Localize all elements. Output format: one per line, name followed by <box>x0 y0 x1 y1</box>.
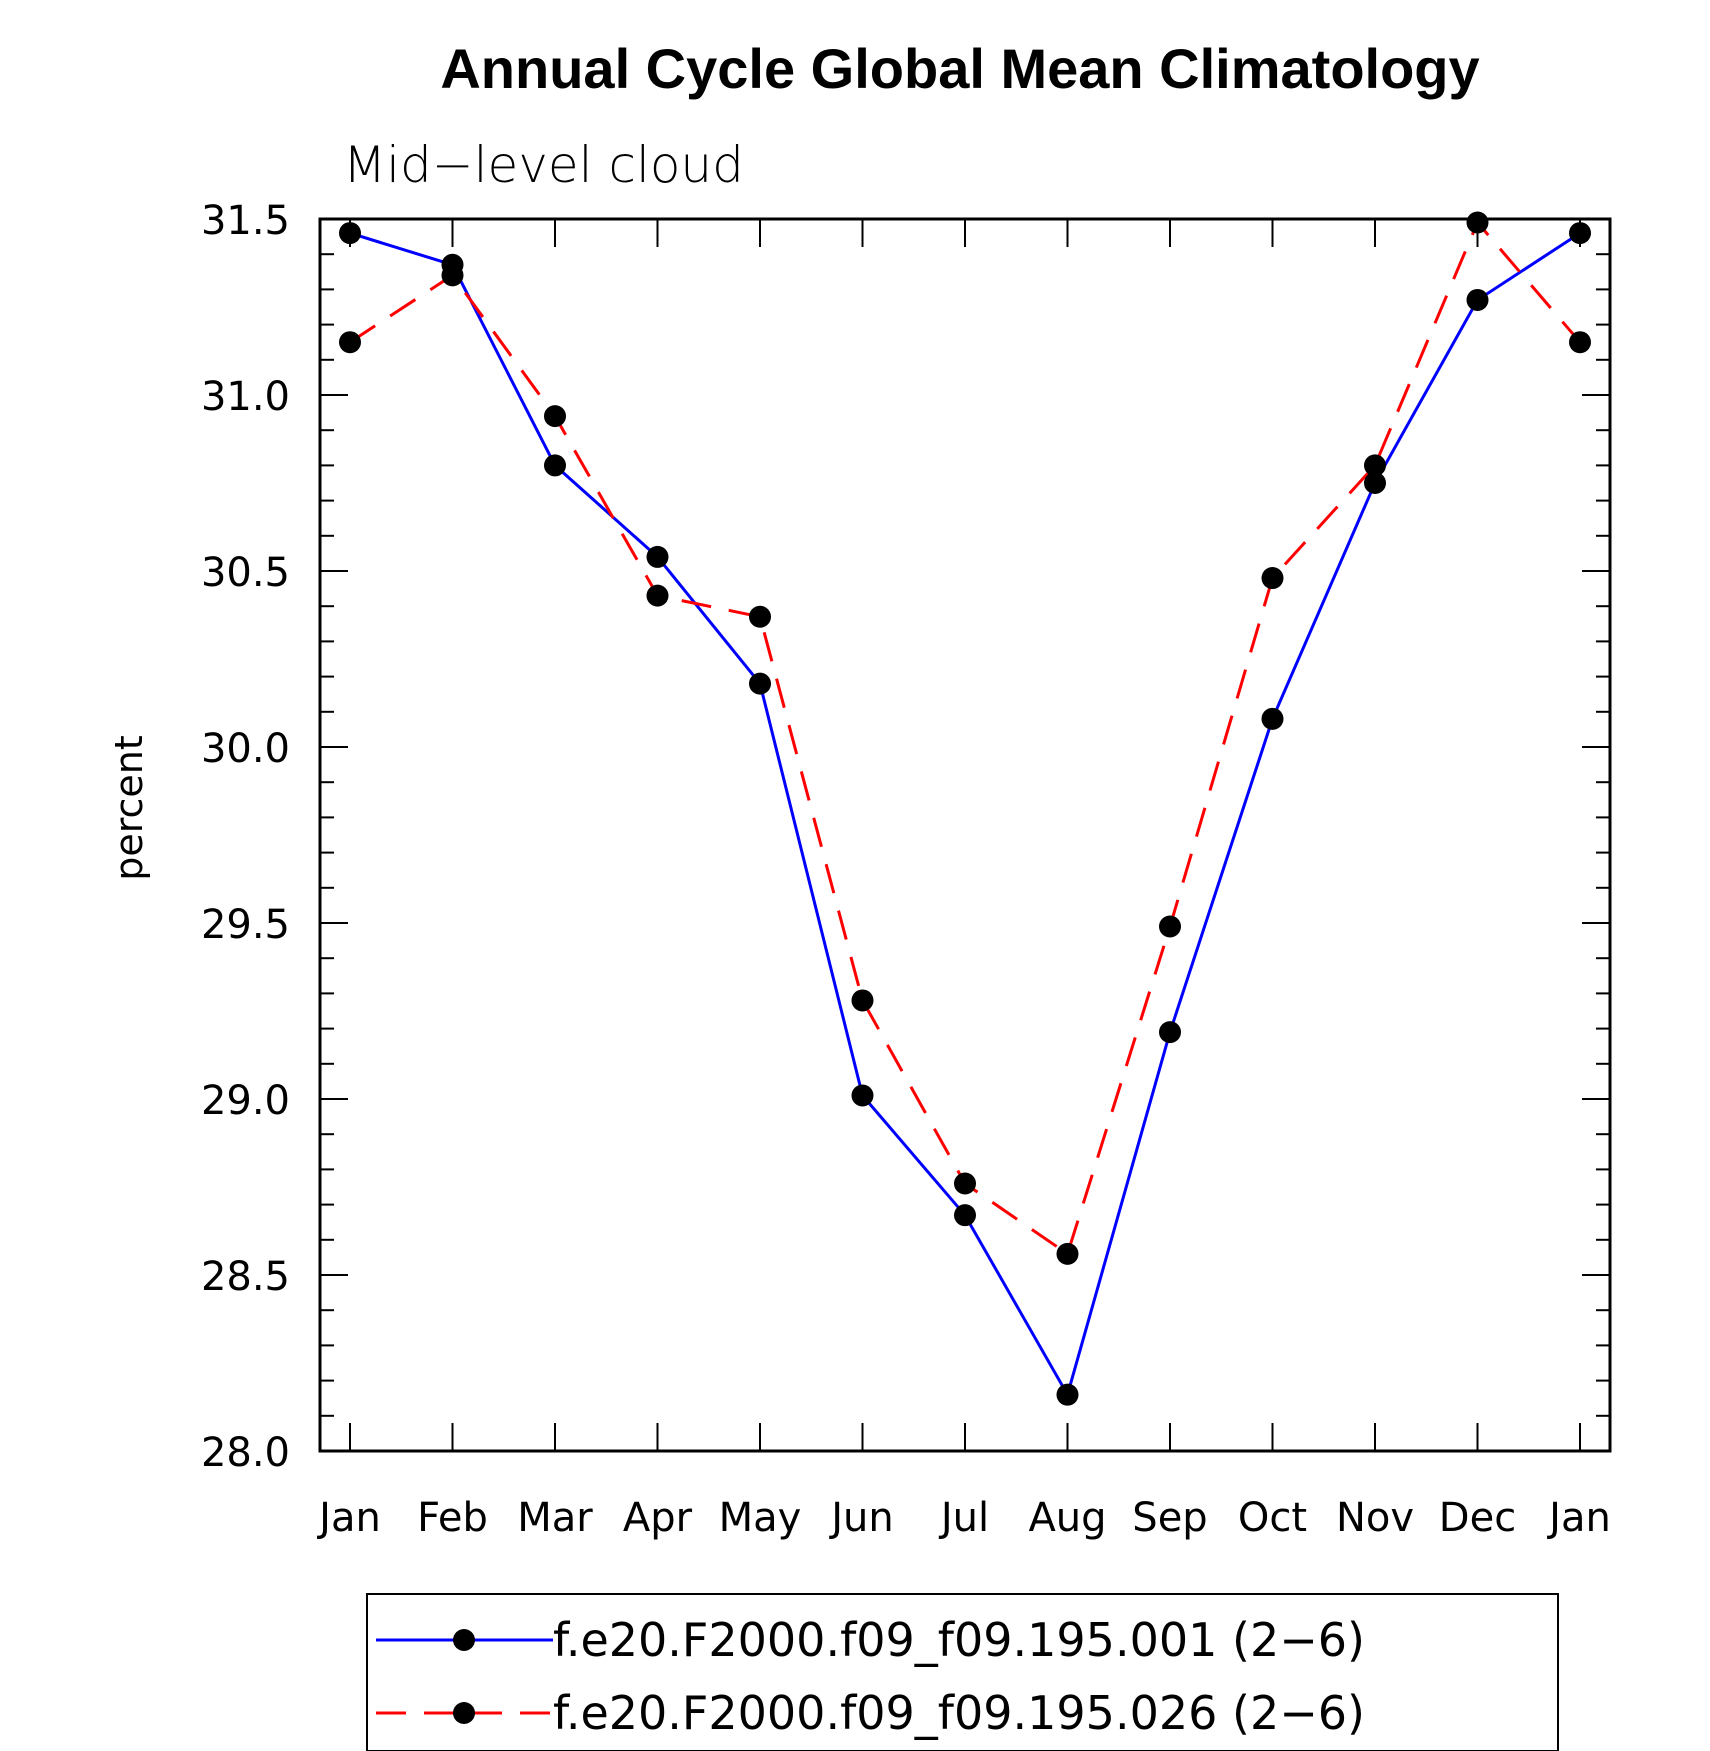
x-tick-label: Mar <box>517 1495 593 1541</box>
y-tick-label: 29.5 <box>201 902 290 948</box>
x-tick-label: Jan <box>316 1495 381 1541</box>
series-2-point <box>954 1172 976 1195</box>
x-tick-label: Dec <box>1439 1495 1516 1541</box>
y-tick-label: 30.0 <box>201 726 290 772</box>
series-1-point <box>339 222 361 245</box>
plot-frame <box>318 217 1612 1453</box>
y-tick-label: 28.5 <box>201 1254 290 1300</box>
series-1-point <box>1569 222 1591 245</box>
series-1-point <box>646 545 669 568</box>
series-2-point <box>441 264 464 287</box>
series-1-point <box>851 1084 874 1107</box>
y-tick-label: 31.0 <box>201 374 290 420</box>
series-1-point <box>954 1204 976 1227</box>
series-2-point <box>1364 454 1386 477</box>
legend: f.e20.F2000.f09_f09.195.001 (2−6) f.e20.… <box>366 1593 1559 1751</box>
series-line-2 <box>349 219 1582 1257</box>
series-1-point <box>1159 1021 1181 1044</box>
y-tick-label: 28.0 <box>201 1430 290 1476</box>
y-axis-label: percent <box>107 735 151 881</box>
legend-label-2: f.e20.F2000.f09_f09.195.026 (2−6) <box>553 1686 1365 1740</box>
x-tick-label: Nov <box>1336 1495 1414 1541</box>
chart-subtitle: Mid−level cloud <box>343 136 744 194</box>
legend-label-1: f.e20.F2000.f09_f09.195.001 (2−6) <box>553 1613 1365 1667</box>
x-tick-label: Jan <box>1546 1495 1611 1541</box>
chart-title: Annual Cycle Global Mean Climatology <box>440 37 1479 100</box>
axis-ticks <box>320 218 1610 1452</box>
series-2-point <box>1466 211 1489 234</box>
legend-marker-2 <box>453 1702 475 1724</box>
x-tick-label: Feb <box>417 1495 488 1541</box>
x-tick-label: Apr <box>623 1495 693 1541</box>
series-2-point <box>1569 331 1591 354</box>
series-2-point <box>646 584 669 607</box>
legend-box <box>366 1593 1559 1751</box>
x-tick-label: Sep <box>1132 1495 1207 1541</box>
y-tick-labels: 28.0 28.5 29.0 29.5 30.0 30.5 31.0 31.5 <box>201 198 290 1476</box>
series-1-point <box>1261 707 1284 730</box>
series-2-point <box>544 405 566 428</box>
series-2-point <box>851 989 874 1012</box>
x-tick-label: Jul <box>938 1495 989 1541</box>
y-tick-label: 29.0 <box>201 1078 290 1124</box>
series-1-point <box>1056 1383 1079 1406</box>
y-tick-label: 31.5 <box>201 198 290 244</box>
series-1-point <box>544 454 566 477</box>
x-tick-label: Oct <box>1238 1495 1307 1541</box>
series-points <box>339 211 1591 1406</box>
y-tick-label: 30.5 <box>201 550 290 596</box>
legend-marker-1 <box>453 1629 475 1651</box>
series-2-point <box>749 605 771 628</box>
series-2-point <box>339 331 361 354</box>
series-1-point <box>1364 472 1386 494</box>
x-tick-label: Aug <box>1028 1495 1106 1541</box>
series-2-point <box>1056 1242 1079 1265</box>
x-tick-label: Jun <box>828 1495 894 1541</box>
series-1-point <box>749 672 771 695</box>
series-2-point <box>1261 567 1284 590</box>
series-2-point <box>1159 915 1181 938</box>
x-tick-labels: Jan Feb Mar Apr May Jun Jul Aug Sep Oct Nov Dec Jan <box>316 1495 1611 1541</box>
x-tick-label: May <box>719 1495 802 1541</box>
series-1-point <box>1466 288 1489 311</box>
